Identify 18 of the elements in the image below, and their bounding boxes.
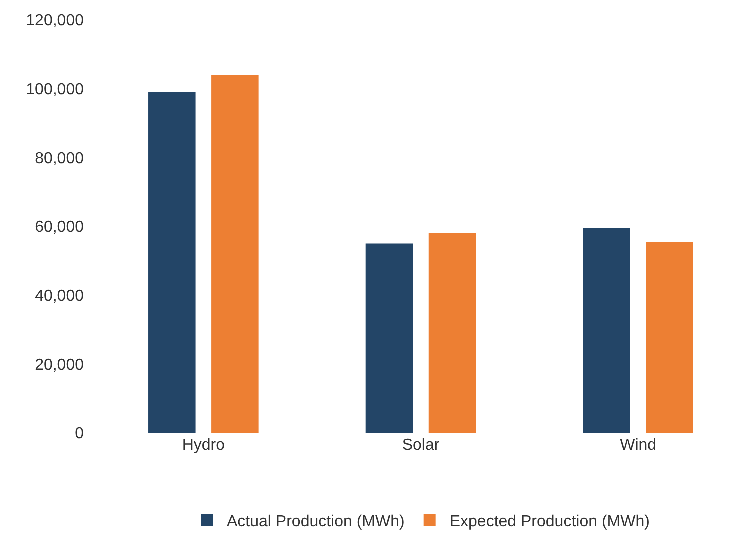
x-tick-label: Solar [402,437,440,454]
bar [148,92,196,433]
bar [212,75,259,433]
legend-label: Expected Production (MWh) [450,513,650,530]
y-tick-label: 0 [75,426,84,443]
legend-label: Actual Production (MWh) [227,513,405,530]
bar [428,233,476,433]
y-tick-label: 80,000 [35,150,84,168]
bar [583,228,630,433]
y-tick-label: 20,000 [35,356,84,374]
y-tick-label: 40,000 [35,288,84,305]
bar [646,242,694,433]
y-tick-label: 100,000 [26,81,84,98]
bar [366,244,414,433]
x-tick-label: Hydro [182,437,226,454]
y-tick-label: 60,000 [35,219,84,236]
y-tick-label: 120,000 [26,12,84,30]
x-tick-label: Wind [620,437,657,454]
